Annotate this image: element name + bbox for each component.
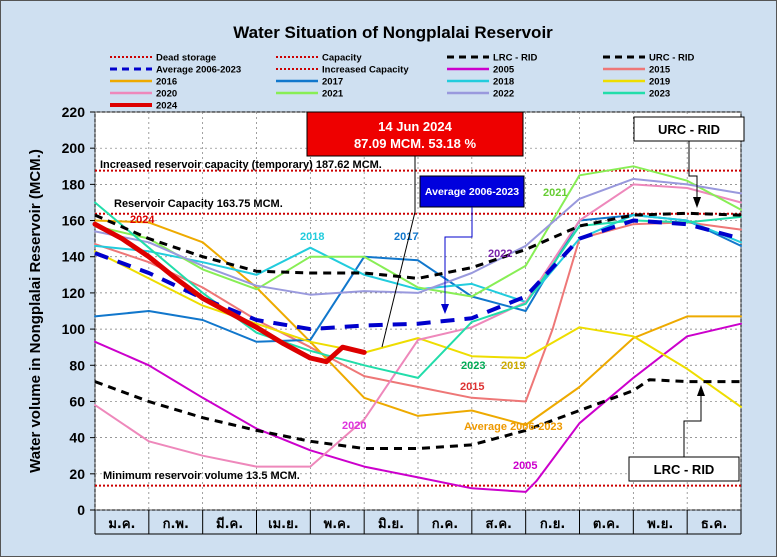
y-tick-label: 80 xyxy=(69,357,85,373)
legend: Dead storage Capacity LRC - RID URC - RID Av… xyxy=(110,53,695,112)
lrc-label: LRC - RID xyxy=(654,462,715,477)
chart-title: Water Situation of Nongplalai Reservoir xyxy=(233,23,553,42)
capacity-label: Reservoir Capacity 163.75 MCM. xyxy=(114,198,283,210)
x-tick-label: ต.ค. xyxy=(593,517,620,532)
urc-label: URC - RID xyxy=(658,122,720,137)
legend-label-2018: 2018 xyxy=(493,77,514,88)
x-tick-label: ก.ค. xyxy=(432,517,458,532)
plot-area xyxy=(94,111,742,511)
x-axis-ticks: ม.ค. ก.พ. มี.ค. เม.ย. พ.ค. มิ.ย. ก.ค. ส.ค. ก.ย. ต… xyxy=(94,510,742,535)
y-tick-label: 20 xyxy=(69,466,85,482)
label-2018: 2018 xyxy=(300,231,324,243)
y-tick-label: 120 xyxy=(62,285,86,301)
x-tick-label: พ.ย. xyxy=(647,517,673,532)
x-tick-label: ม.ค. xyxy=(108,517,135,532)
y-tick-label: 60 xyxy=(69,393,85,409)
x-tick-label: เม.ย. xyxy=(268,517,299,532)
gridlines xyxy=(94,111,742,511)
label-2024: 2024 xyxy=(130,214,155,226)
legend-label-2005: 2005 xyxy=(493,65,515,76)
series-line-2022 xyxy=(94,177,742,296)
lrc-box xyxy=(628,456,740,482)
series-line-2016 xyxy=(94,219,742,426)
label-2020: 2020 xyxy=(342,420,366,432)
legend-label-2017: 2017 xyxy=(322,77,343,88)
legend-label-2022: 2022 xyxy=(493,89,514,100)
average-label: Average 2006-2023 xyxy=(425,186,519,198)
dead-storage-label: Minimum reservoir volume 13.5 MCM. xyxy=(103,470,300,482)
series-line-2021 xyxy=(94,165,742,298)
y-tick-label: 200 xyxy=(62,140,86,156)
y-tick-label: 180 xyxy=(62,176,86,192)
series-lines xyxy=(92,165,742,493)
x-tick-label: ก.ย. xyxy=(540,517,565,532)
legend-label-average-2006-2023: Average 2006-2023 xyxy=(156,65,241,76)
label-2023: 2023 xyxy=(461,360,485,372)
urc-arrowhead xyxy=(693,197,701,208)
y-tick-label: 160 xyxy=(62,213,86,229)
y-tick-label: 40 xyxy=(69,430,85,446)
average-pointer xyxy=(444,207,473,310)
x-tick-label: ก.พ. xyxy=(163,517,189,532)
legend-label-2023: 2023 xyxy=(649,89,670,100)
legend-label-2024: 2024 xyxy=(156,101,178,112)
urc-pointer xyxy=(688,141,698,203)
callout-pointer xyxy=(381,211,416,348)
y-tick-label: 100 xyxy=(62,321,86,337)
increased-capacity-label: Increased reservoir capacity (temporary)… xyxy=(100,159,382,171)
series-line-average-2006-2023 xyxy=(94,218,742,332)
legend-label-capacity: Capacity xyxy=(322,53,362,64)
y-tick-label: 0 xyxy=(77,502,85,518)
x-tick-label: มิ.ย. xyxy=(378,517,404,532)
label-2021: 2021 xyxy=(543,187,567,199)
x-tick-label: ส.ค. xyxy=(485,517,512,532)
series-line-2020 xyxy=(94,183,742,468)
legend-label-2015: 2015 xyxy=(649,65,671,76)
lrc-pointer xyxy=(683,390,702,457)
y-axis-label: Water volume in Nongplalai Reservoir (MC… xyxy=(27,149,44,473)
legend-label-dead-storage: Dead storage xyxy=(156,53,216,64)
series-line-2018 xyxy=(94,214,742,303)
current-value-box xyxy=(306,111,524,157)
series-line-2005 xyxy=(94,322,742,493)
label-2022: 2022 xyxy=(488,248,512,260)
legend-label-2019: 2019 xyxy=(649,77,670,88)
label-2015: 2015 xyxy=(460,381,484,393)
x-tick-label: ธ.ค. xyxy=(701,517,728,532)
series-line-2024 xyxy=(92,221,367,365)
legend-label-2020: 2020 xyxy=(156,89,177,100)
label-2017: 2017 xyxy=(394,231,418,243)
series-line-2015 xyxy=(94,221,742,403)
y-tick-label: 140 xyxy=(62,249,86,265)
legend-label-lrc-rid: LRC - RID xyxy=(493,53,537,64)
average-arrowhead xyxy=(441,304,449,314)
lrc-arrowhead xyxy=(697,385,705,396)
current-date: 14 Jun 2024 xyxy=(378,119,452,134)
label-2005: 2005 xyxy=(513,460,537,472)
current-value: 87.09 MCM. 53.18 % xyxy=(354,136,477,151)
x-tick-label: พ.ค. xyxy=(324,517,351,532)
legend-label-increased-capacity: Increased Capacity xyxy=(322,65,409,76)
series-line-urc-rid xyxy=(94,211,742,280)
x-tick-label: มี.ค. xyxy=(216,516,243,532)
urc-box xyxy=(633,116,745,142)
label-2016: Average 2006-2023 xyxy=(464,421,563,433)
legend-label-urc-rid: URC - RID xyxy=(649,53,695,64)
legend-label-2021: 2021 xyxy=(322,89,344,100)
series-line-2019 xyxy=(94,250,742,408)
y-tick-label: 220 xyxy=(62,104,86,120)
y-axis-ticks: 0 20 40 60 80 100 120 140 160 180 200 220 xyxy=(62,104,95,518)
legend-label-2016: 2016 xyxy=(156,77,177,88)
label-2019: 2019 xyxy=(501,360,525,372)
